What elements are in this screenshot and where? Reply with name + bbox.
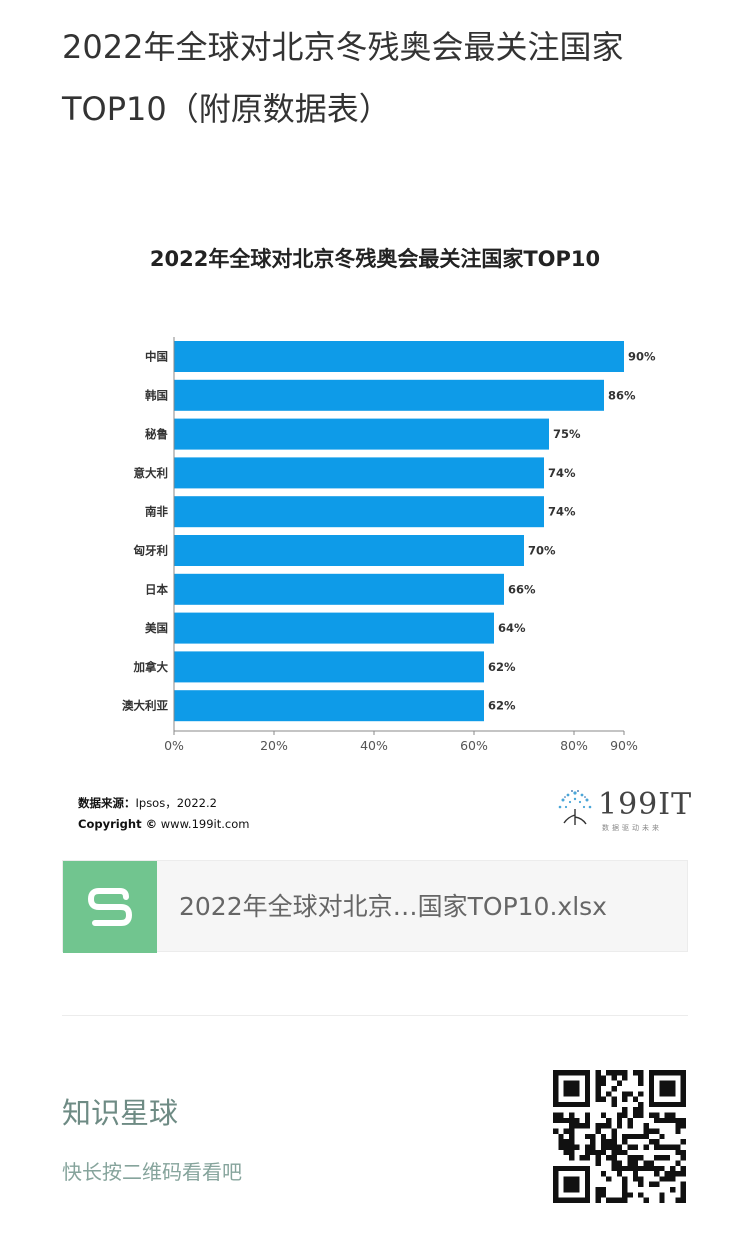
qr-code[interactable] <box>553 1070 686 1203</box>
value-label: 64% <box>498 621 526 635</box>
dandelion-icon <box>558 790 592 825</box>
value-label: 74% <box>548 505 576 519</box>
category-label: 美国 <box>145 621 168 635</box>
brand-logo: 199IT 数据驱动未来 <box>554 785 691 835</box>
category-label: 日本 <box>145 582 168 596</box>
source-block: 数据来源：Ipsos，2022.2 Copyright © www.199it.… <box>78 793 249 835</box>
value-label: 86% <box>608 388 636 402</box>
category-label: 韩国 <box>145 388 168 402</box>
logo-subtitle: 数据驱动未来 <box>602 824 662 832</box>
x-tick-label: 0% <box>164 738 184 753</box>
value-label: 75% <box>553 427 581 441</box>
category-label: 匈牙利 <box>133 544 169 558</box>
x-tick-label: 60% <box>460 738 488 753</box>
article-title: 2022年全球对北京冬残奥会最关注国家TOP10（附原数据表） <box>62 28 624 128</box>
value-label: 90% <box>628 350 656 364</box>
value-label: 74% <box>548 466 576 480</box>
value-label: 62% <box>488 699 516 713</box>
value-label: 70% <box>528 544 556 558</box>
attachment-card[interactable]: 2022年全球对北京…国家TOP10.xlsx <box>62 860 688 953</box>
spreadsheet-icon <box>63 861 157 953</box>
category-label: 澳大利亚 <box>122 699 168 713</box>
attachment-filename: 2022年全球对北京…国家TOP10.xlsx <box>179 892 607 921</box>
bar <box>174 496 544 528</box>
chart-image: 2022年全球对北京冬残奥会最关注国家TOP10 中国 90% 韩国 86% 秘鲁 75%… <box>60 225 691 845</box>
x-tick-label: 80% <box>560 738 588 753</box>
bar <box>174 418 549 450</box>
logo-text: 199IT <box>598 787 693 822</box>
source-value: Ipsos，2022.2 <box>135 796 217 810</box>
bar <box>174 573 504 605</box>
bar-chart: 中国 90% 韩国 86% 秘鲁 75% 意大利 74% 南非 74% 匈牙利 70% 日本 66% 美国 6… <box>122 337 656 753</box>
knowledge-subtitle: 快长按二维码看看吧 <box>62 1160 242 1184</box>
bar <box>174 341 624 372</box>
bar <box>174 690 484 722</box>
copyright-label: Copyright © <box>78 817 158 831</box>
bar <box>174 612 494 644</box>
x-tick-label: 20% <box>260 738 288 753</box>
chart-title: 2022年全球对北京冬残奥会最关注国家TOP10 <box>149 247 601 271</box>
category-label: 加拿大 <box>133 660 169 674</box>
value-label: 66% <box>508 582 536 596</box>
value-label: 62% <box>488 660 516 674</box>
category-label: 意大利 <box>134 466 169 480</box>
copyright-value: www.199it.com <box>160 817 250 831</box>
section-divider <box>62 1015 688 1016</box>
bar <box>174 457 544 489</box>
category-label: 南非 <box>145 505 168 519</box>
category-label: 秘鲁 <box>145 427 168 441</box>
x-tick-label: 40% <box>360 738 388 753</box>
source-label: 数据来源： <box>78 796 136 810</box>
bar <box>174 651 484 683</box>
bar <box>174 535 524 566</box>
x-tick-label: 90% <box>610 738 638 753</box>
bar <box>174 379 604 411</box>
category-label: 中国 <box>145 350 168 364</box>
knowledge-title: 知识星球 <box>62 1096 179 1130</box>
